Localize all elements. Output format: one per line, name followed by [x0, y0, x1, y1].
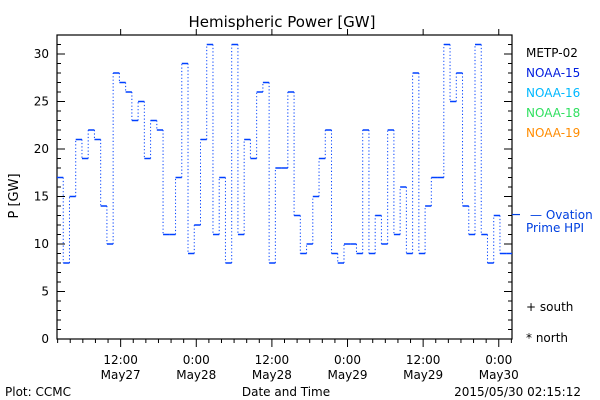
x-tick-time: 12:00 [255, 353, 290, 367]
x-tick-date: May29 [327, 368, 367, 382]
plot-source: Plot: CCMC [5, 385, 71, 399]
north-label: * north [526, 331, 568, 345]
x-tick-time: 12:00 [406, 353, 441, 367]
ovation-label-line2: Prime HPI [526, 221, 584, 235]
y-tick-label: 30 [34, 47, 49, 61]
ovation-label-line1: — Ovation [530, 208, 593, 222]
x-tick-date: May28 [252, 368, 292, 382]
y-tick-label: 5 [41, 285, 49, 299]
x-tick-date: May27 [101, 368, 141, 382]
x-tick-time: 12:00 [103, 353, 138, 367]
x-tick-date: May30 [479, 368, 519, 382]
south-label: + south [526, 300, 573, 314]
x-tick-time: 0:00 [334, 353, 361, 367]
y-axis-label: P [GW] [7, 173, 22, 218]
x-tick-time: 0:00 [485, 353, 512, 367]
x-tick-date: May28 [176, 368, 216, 382]
legend-entry-noaa-16: NOAA-16 [526, 86, 580, 100]
legend-entry-metp-02: METP-02 [526, 46, 578, 60]
x-tick-date: May29 [403, 368, 443, 382]
legend-entry-noaa-15: NOAA-15 [526, 66, 580, 80]
legend-entry-noaa-19: NOAA-19 [526, 126, 580, 140]
chart-title: Hemispheric Power [GW] [189, 13, 376, 31]
x-axis-label: Date and Time [242, 385, 330, 399]
x-tick-time: 0:00 [183, 353, 210, 367]
legend-entry-noaa-18: NOAA-18 [526, 106, 580, 120]
y-tick-label: 0 [41, 332, 49, 346]
y-tick-label: 25 [34, 95, 49, 109]
y-tick-label: 15 [34, 190, 49, 204]
y-tick-label: 10 [34, 237, 49, 251]
timestamp: 2015/05/30 02:15:12 [454, 385, 581, 399]
y-tick-label: 20 [34, 142, 49, 156]
plot-frame [56, 34, 513, 340]
